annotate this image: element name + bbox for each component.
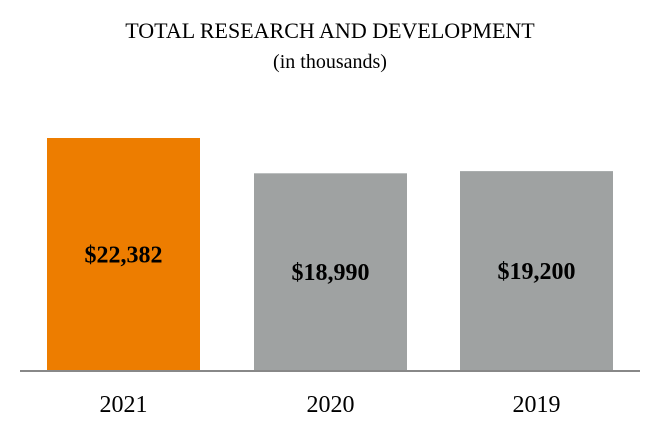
x-tick-label-2019: 2019 [513, 392, 561, 418]
chart-subtitle: (in thousands) [273, 51, 387, 73]
bar-2019 [460, 171, 613, 371]
x-tick-label-2021: 2021 [100, 392, 148, 418]
bar-2021 [47, 138, 200, 371]
bars-group: $22,382 $18,990 $19,200 [47, 138, 613, 371]
bar-value-label-2019: $19,200 [498, 259, 576, 285]
x-tick-label-2020: 2020 [307, 392, 355, 418]
x-axis-ticks: 2021 2020 2019 [100, 392, 561, 418]
bar-value-label-2020: $18,990 [292, 260, 370, 286]
chart-title: TOTAL RESEARCH AND DEVELOPMENT [125, 18, 535, 43]
bar-2020 [254, 173, 407, 371]
bar-value-label-2021: $22,382 [85, 243, 163, 269]
